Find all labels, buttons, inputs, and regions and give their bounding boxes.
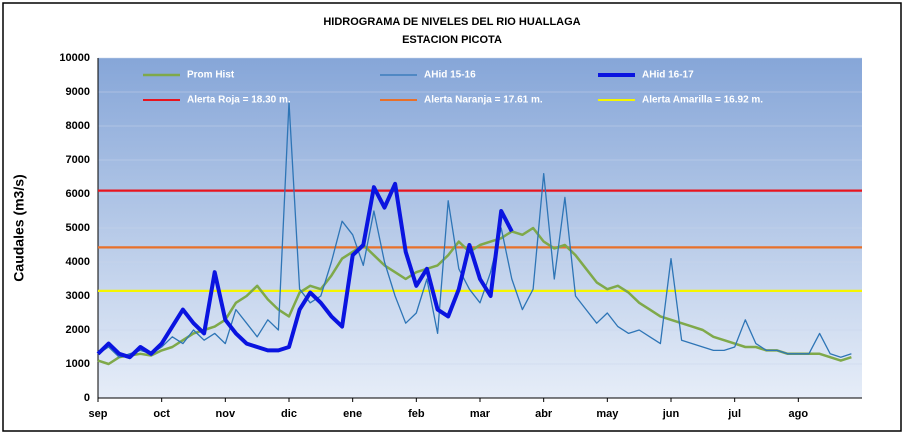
x-tick-label: mar: [470, 408, 491, 420]
x-tick-label: jun: [662, 408, 680, 420]
x-tick-label: feb: [408, 408, 425, 420]
chart-title: HIDROGRAMA DE NIVELES DEL RIO HUALLAGA: [323, 16, 580, 28]
legend-label: Alerta Amarilla = 16.92 m.: [642, 95, 763, 106]
x-tick-label: ene: [343, 408, 362, 420]
x-tick-label: sep: [89, 408, 108, 420]
x-tick-label: nov: [216, 408, 236, 420]
series-line: [97, 101, 852, 358]
x-tick-label: dic: [281, 408, 297, 420]
legend: Prom Hist AHid 15-16 AHid 16-17 Alerta Roja…: [143, 70, 763, 106]
x-tick-label: oct: [153, 408, 170, 420]
y-axis-label: Caudales (m3/s): [11, 174, 27, 281]
x-tick-label: ago: [789, 408, 809, 420]
series-line: [96, 181, 514, 360]
y-tick-label: 7000: [66, 154, 90, 166]
x-tick-label: abr: [535, 408, 553, 420]
y-tick-label: 1000: [66, 358, 90, 370]
x-tick-label: jul: [727, 408, 741, 420]
legend-label: AHid 15-16: [424, 70, 476, 81]
y-tick-label: 2000: [66, 324, 90, 336]
y-tick-label: 3000: [66, 290, 90, 302]
y-tick-label: 6000: [66, 188, 90, 200]
y-tick-label: 9000: [66, 86, 90, 98]
legend-label: Prom Hist: [187, 70, 235, 81]
y-tick-label: 10000: [59, 52, 90, 64]
legend-label: Alerta Naranja = 17.61 m.: [424, 95, 543, 106]
y-tick-label: 8000: [66, 120, 90, 132]
chart-subtitle: ESTACION PICOTA: [402, 34, 502, 46]
y-tick-label: 5000: [66, 222, 90, 234]
y-tick-label: 4000: [66, 256, 90, 268]
series-line: [97, 226, 852, 366]
y-tick-label: 0: [84, 392, 90, 404]
legend-label: Alerta Roja = 18.30 m.: [187, 95, 291, 106]
legend-label: AHid 16-17: [642, 70, 694, 81]
x-tick-label: may: [596, 408, 619, 420]
